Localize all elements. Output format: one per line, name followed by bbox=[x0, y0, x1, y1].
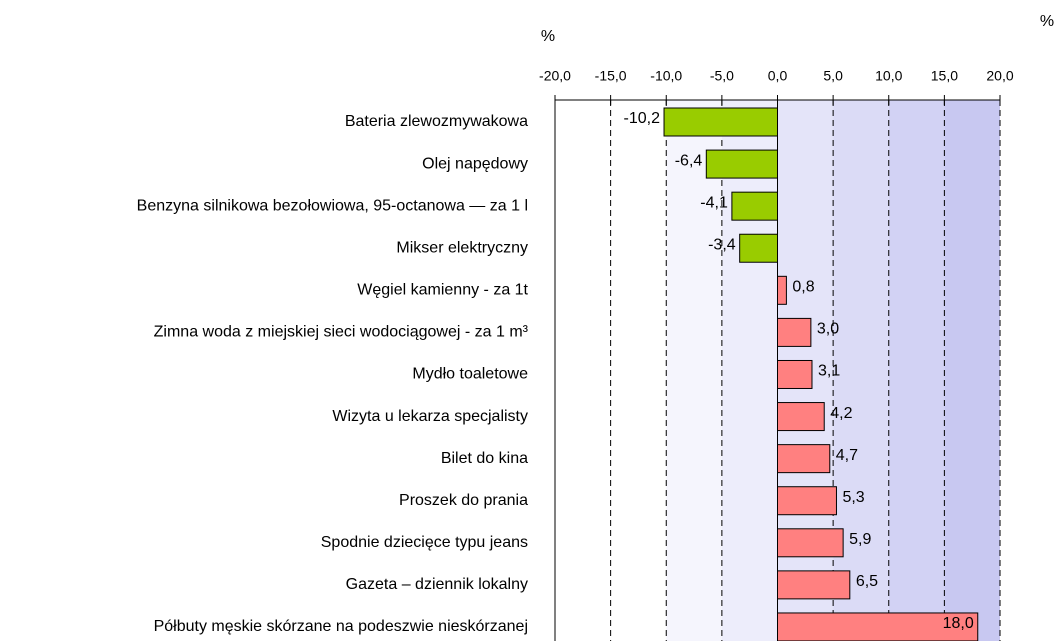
category-label: Bilet do kina bbox=[441, 450, 528, 467]
category-label: Półbuty męskie skórzane na podeszwie nie… bbox=[154, 618, 528, 635]
bar bbox=[777, 359, 813, 389]
bar bbox=[777, 317, 812, 347]
value-label: -4,1 bbox=[700, 194, 728, 211]
x-tick-label: 15,0 bbox=[931, 68, 958, 84]
category-label: Proszek do prania bbox=[399, 492, 528, 509]
value-label: 5,3 bbox=[842, 489, 864, 506]
bar bbox=[777, 528, 844, 558]
value-label: -6,4 bbox=[675, 152, 703, 169]
category-label: Bateria zlewozmywakowa bbox=[345, 113, 528, 130]
category-label: Olej napędowy bbox=[422, 155, 528, 172]
value-label: 3,1 bbox=[818, 363, 840, 380]
x-tick-label: 10,0 bbox=[875, 68, 902, 84]
bar bbox=[731, 191, 779, 221]
bar bbox=[739, 233, 778, 263]
bar bbox=[663, 107, 779, 137]
bar bbox=[777, 275, 787, 305]
background-band bbox=[833, 100, 889, 641]
category-label: Gazeta – dziennik lokalny bbox=[346, 576, 528, 593]
bar bbox=[777, 402, 825, 432]
category-label: Wizyta u lekarza specjalisty bbox=[332, 408, 528, 425]
background-band bbox=[610, 100, 667, 641]
category-label: Mydło toaletowe bbox=[412, 366, 528, 383]
x-tick-label: -20,0 bbox=[539, 68, 571, 84]
category-label: Spodnie dziecięce typu jeans bbox=[321, 534, 528, 551]
x-tick-label: -15,0 bbox=[595, 68, 627, 84]
bar bbox=[705, 149, 778, 179]
bar bbox=[777, 444, 831, 474]
x-tick-label: -5,0 bbox=[710, 68, 734, 84]
x-tick-label: 5,0 bbox=[823, 68, 843, 84]
value-label: -3,4 bbox=[708, 236, 736, 253]
x-tick-label: 20,0 bbox=[986, 68, 1013, 84]
bar bbox=[777, 486, 837, 516]
bar bbox=[777, 570, 851, 600]
value-label: -10,2 bbox=[624, 110, 661, 127]
background-band bbox=[666, 100, 722, 641]
corner-unit: % bbox=[1040, 13, 1054, 30]
category-label: Zimna woda z miejskiej sieci wodociągowe… bbox=[154, 324, 529, 341]
x-tick-label: -10,0 bbox=[650, 68, 682, 84]
category-label: Mikser elektryczny bbox=[396, 239, 528, 256]
category-label: Węgiel kamienny - za 1t bbox=[357, 282, 528, 299]
category-label: Benzyna silnikowa bezołowiowa, 95-octano… bbox=[137, 197, 528, 214]
value-label: 0,8 bbox=[792, 279, 814, 296]
background-band bbox=[721, 100, 778, 641]
value-label: 3,0 bbox=[817, 321, 839, 338]
background-band bbox=[944, 100, 1000, 641]
axis-unit: % bbox=[541, 28, 555, 45]
x-tick-label: 0,0 bbox=[768, 68, 788, 84]
value-label: 6,5 bbox=[856, 573, 878, 590]
value-label: 4,7 bbox=[836, 447, 858, 464]
background-band bbox=[888, 100, 945, 641]
value-label: 4,2 bbox=[830, 405, 852, 422]
value-label: 5,9 bbox=[849, 531, 871, 548]
background-band bbox=[555, 100, 611, 641]
value-label: 18,0 bbox=[943, 615, 974, 632]
